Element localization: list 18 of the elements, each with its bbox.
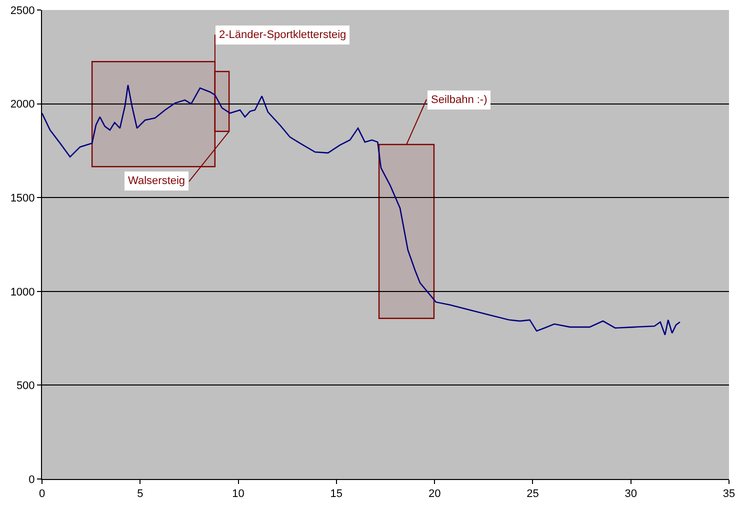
x-tick-label: 35 — [722, 488, 736, 500]
line-series — [42, 84, 681, 336]
y-tick-label: 1000 — [10, 286, 35, 298]
x-tick-label: 30 — [624, 488, 637, 500]
x-tick-label: 5 — [137, 488, 144, 500]
x-tick-label: 15 — [330, 488, 343, 500]
y-tick-label: 0 — [28, 474, 35, 486]
band-label: Walsersteig — [128, 175, 186, 187]
band-label: Seilbahn :-) — [431, 94, 488, 106]
x-tick-label: 25 — [526, 488, 539, 500]
y-tick-label: 2000 — [10, 98, 35, 111]
x-tick-label: 20 — [428, 488, 441, 500]
band-label: 2-Länder-Sportklettersteig — [219, 29, 346, 41]
y-tick-label: 500 — [16, 380, 35, 392]
y-tick-label: 1500 — [10, 192, 35, 204]
x-tick-label: 10 — [232, 488, 244, 500]
y-tick-label: 2500 — [10, 4, 35, 17]
x-tick-label: 0 — [38, 488, 46, 500]
